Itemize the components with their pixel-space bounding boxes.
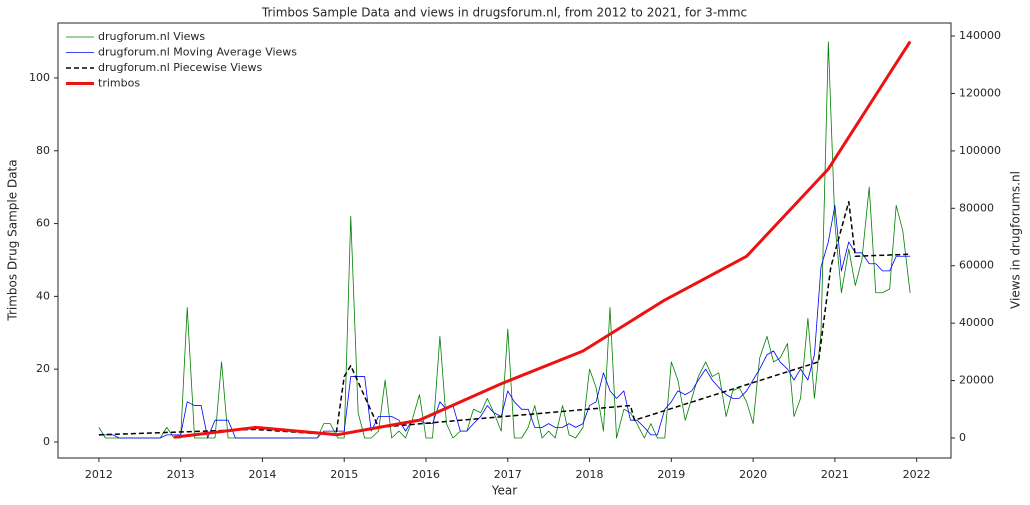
- y-tick-label: 100: [29, 71, 50, 84]
- y2-tick-label: 140000: [959, 29, 1001, 42]
- x-tick-label: 2015: [330, 468, 358, 481]
- x-tick-label: 2021: [821, 468, 849, 481]
- y2-tick-label: 120000: [959, 86, 1001, 99]
- x-tick-label: 2020: [739, 468, 767, 481]
- y-tick-label: 80: [36, 144, 50, 157]
- y2-tick-label: 0: [959, 431, 966, 444]
- y-tick-label: 20: [36, 362, 50, 375]
- legend-label: trimbos: [98, 77, 140, 90]
- y2-tick-label: 20000: [959, 374, 994, 387]
- y2-tick-label: 100000: [959, 144, 1001, 157]
- chart-title: Trimbos Sample Data and views in drugsfo…: [261, 6, 747, 20]
- y-tick-label: 0: [43, 435, 50, 448]
- y2-tick-label: 40000: [959, 316, 994, 329]
- series-line: [98, 205, 911, 439]
- x-tick-label: 2018: [576, 468, 604, 481]
- y-axis-label: Trimbos Drug Sample Data: [6, 159, 20, 321]
- y-tick-label: 60: [36, 217, 50, 230]
- x-axis-label: Year: [491, 484, 517, 498]
- y2-axis-label: Views in drugforums.nl: [1009, 171, 1023, 309]
- x-tick-label: 2013: [167, 468, 195, 481]
- x-tick-label: 2016: [412, 468, 440, 481]
- y-tick-label: 40: [36, 289, 50, 302]
- plot-frame: [57, 22, 952, 459]
- series-line: [98, 41, 911, 439]
- legend-label: drugforum.nl Piecewise Views: [98, 61, 262, 74]
- y2-tick-label: 60000: [959, 259, 994, 272]
- x-tick-label: 2014: [248, 468, 276, 481]
- legend-label: drugforum.nl Moving Average Views: [98, 46, 297, 59]
- x-tick-label: 2019: [657, 468, 685, 481]
- y2-tick-label: 80000: [959, 201, 994, 214]
- x-tick-label: 2012: [85, 468, 113, 481]
- series-line: [173, 40, 912, 439]
- x-tick-label: 2017: [494, 468, 522, 481]
- series-line: [98, 200, 911, 436]
- legend-label: drugforum.nl Views: [98, 30, 205, 43]
- x-tick-label: 2022: [903, 468, 931, 481]
